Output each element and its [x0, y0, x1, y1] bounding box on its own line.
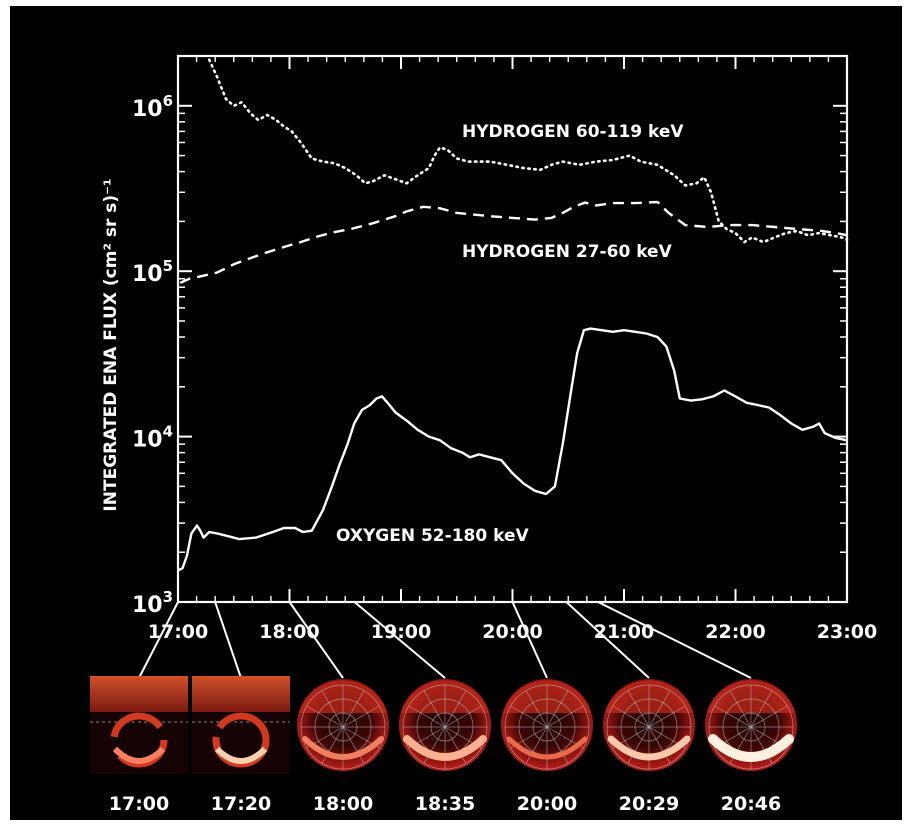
- series-layer: [177, 58, 849, 572]
- emission-arc: [214, 746, 268, 764]
- connector-line: [214, 601, 242, 679]
- x-tick-label: 20:00: [482, 621, 542, 643]
- ena-image: [297, 679, 389, 771]
- y-axis-label: INTEGRATED ENA FLUX (cm² sr s)⁻¹: [101, 178, 121, 511]
- y-tick-label: 105: [132, 257, 173, 287]
- series-label-oxygen: OXYGEN 52-180 keV: [336, 526, 529, 546]
- ena-image: [90, 676, 188, 774]
- image-band: [90, 676, 188, 712]
- image-strip: 17:00 17:20 18:00 18:35 20:00 20:29 20:46: [90, 601, 797, 815]
- x-tick-label: 18:00: [259, 621, 319, 643]
- series-line-2: [177, 327, 848, 572]
- connector-line: [565, 601, 650, 679]
- ena-image: [501, 679, 593, 771]
- connector-line: [288, 601, 344, 679]
- x-tick-label: 17:00: [148, 621, 208, 643]
- series-line-1: [179, 200, 848, 284]
- grid-spoke: [612, 705, 686, 749]
- emission-arc: [302, 736, 384, 760]
- series-label-h-high: HYDROGEN 60-119 keV: [462, 122, 684, 142]
- x-tick-label: 21:00: [594, 621, 654, 643]
- image-band: [192, 676, 290, 712]
- emission-arc: [708, 734, 794, 762]
- series-label-h-low: HYDROGEN 27-60 keV: [462, 242, 673, 262]
- emission-arc: [403, 735, 487, 761]
- connector-line: [597, 601, 752, 679]
- grid-spoke: [510, 705, 584, 749]
- axis-ticks: 103 104 105 106 17:00 18:00 19:00 20:00 21:00 22:…: [132, 55, 877, 643]
- series-line-0: [207, 58, 849, 244]
- emission-arc: [506, 736, 588, 760]
- series-labels: HYDROGEN 60-119 keV HYDROGEN 27-60 keV O…: [336, 122, 684, 546]
- ena-image: [192, 676, 290, 774]
- y-tick-label: 106: [132, 92, 173, 122]
- image-time-label: 20:00: [517, 793, 577, 815]
- grid-spoke: [714, 705, 788, 749]
- ena-image: [705, 679, 797, 771]
- image-time-label: 18:00: [313, 793, 373, 815]
- ena-image: [603, 679, 695, 771]
- x-tick-label: 19:00: [371, 621, 431, 643]
- ena-image: [399, 679, 491, 771]
- image-time-label: 18:35: [415, 793, 475, 815]
- connector-line: [138, 601, 179, 679]
- image-time-label: 17:20: [211, 793, 271, 815]
- grid-spoke: [408, 705, 482, 749]
- emission-arc: [607, 735, 691, 761]
- y-tick-label: 103: [132, 588, 173, 618]
- x-tick-label: 22:00: [705, 621, 765, 643]
- x-tick-label: 23:00: [817, 621, 877, 643]
- emission-arc: [112, 746, 166, 764]
- grid-spoke: [306, 705, 380, 749]
- image-time-label: 20:29: [619, 793, 679, 815]
- connector-line: [511, 601, 548, 679]
- image-time-label: 20:46: [721, 793, 781, 815]
- y-tick-label: 104: [132, 423, 173, 453]
- connector-line: [353, 601, 446, 679]
- image-time-label: 17:00: [109, 793, 169, 815]
